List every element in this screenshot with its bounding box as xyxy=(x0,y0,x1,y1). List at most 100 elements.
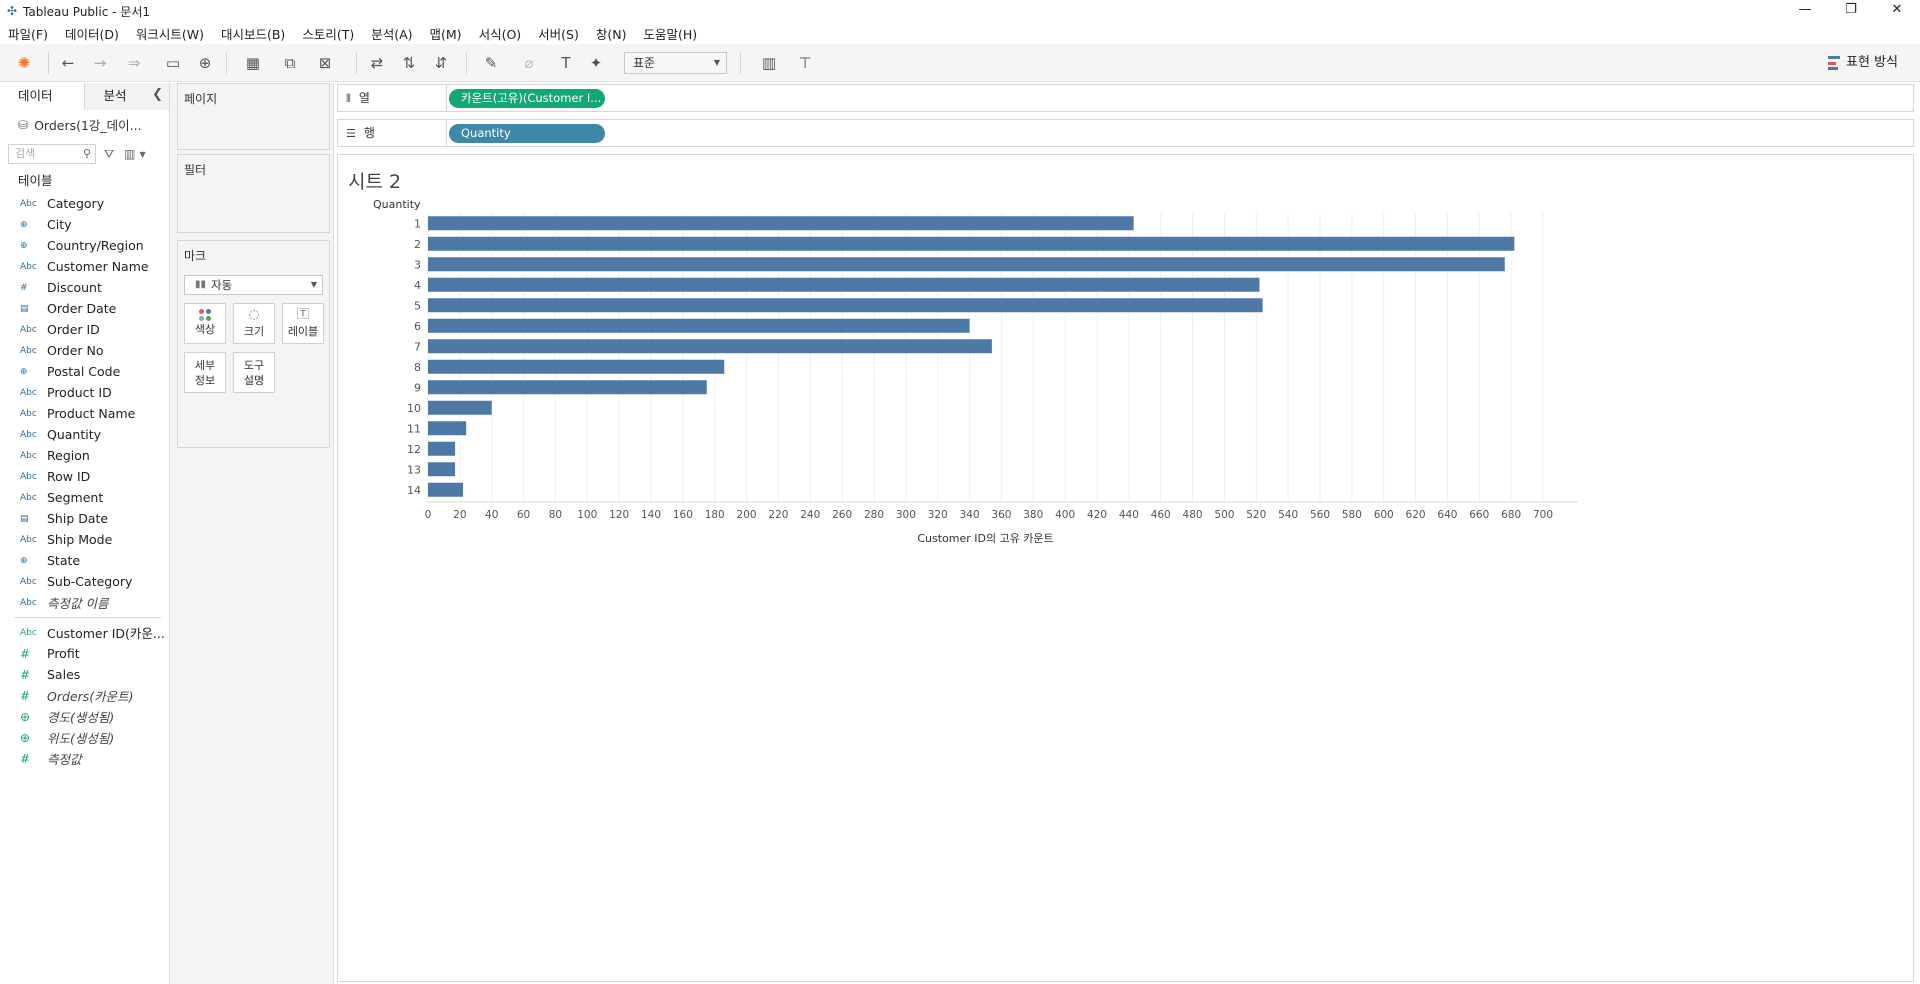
field-item[interactable]: ⊕ City xyxy=(0,214,169,235)
detail-label-line2: 정보 xyxy=(194,374,216,387)
color-button[interactable]: 색상 xyxy=(184,303,226,344)
menu-analysis[interactable]: 분석(A) xyxy=(371,26,413,42)
field-item[interactable]: Abc Row ID xyxy=(0,466,169,487)
field-item[interactable]: Abc Quantity xyxy=(0,424,169,445)
field-item[interactable]: Abc Order ID xyxy=(0,319,169,340)
menu-map[interactable]: 맵(M) xyxy=(429,26,462,42)
view-options-icon[interactable]: ▥ xyxy=(124,147,136,161)
field-item[interactable]: ▤ Ship Date xyxy=(0,508,169,529)
rows-pill[interactable]: Quantity xyxy=(449,124,605,143)
field-item[interactable]: ⊕ State xyxy=(0,550,169,571)
size-button[interactable]: ◌ 크기 xyxy=(233,303,275,344)
sort-ascending-icon[interactable]: ⇅ xyxy=(402,54,416,72)
field-item[interactable]: # Profit xyxy=(0,643,169,664)
replay-icon[interactable]: ⇒ xyxy=(127,54,141,72)
close-button[interactable]: ✕ xyxy=(1891,2,1903,17)
field-item[interactable]: Abc Ship Mode xyxy=(0,529,169,550)
field-item[interactable]: Abc 측정값 이름 xyxy=(0,592,169,613)
group-members-icon[interactable]: ⌀ xyxy=(524,54,534,72)
redo-icon[interactable]: → xyxy=(93,54,107,72)
swap-rows-columns-icon[interactable]: ⇄ xyxy=(370,54,384,72)
pages-card[interactable]: 페이지 xyxy=(177,83,330,150)
menu-help[interactable]: 도움말(H) xyxy=(643,26,698,42)
field-item[interactable]: ⊕ 경도(생성됨) xyxy=(0,706,169,727)
tab-data[interactable]: 데이터 xyxy=(0,83,85,110)
menu-window[interactable]: 창(N) xyxy=(595,26,627,42)
menu-data[interactable]: 데이터(D) xyxy=(64,26,119,42)
field-item[interactable]: Abc Segment xyxy=(0,487,169,508)
x-tick-label: 360 xyxy=(991,509,1011,521)
field-item[interactable]: # Sales xyxy=(0,664,169,685)
highlight-icon[interactable]: ✎ xyxy=(484,54,498,72)
field-item[interactable]: # Orders(카운트) xyxy=(0,685,169,706)
string-type-icon: Abc xyxy=(20,387,37,398)
menu-file[interactable]: 파일(F) xyxy=(8,26,48,42)
field-item[interactable]: Abc Customer ID(카운... xyxy=(0,622,169,643)
field-item[interactable]: Abc Category xyxy=(0,193,169,214)
field-item[interactable]: # Discount xyxy=(0,277,169,298)
tableau-home-icon[interactable]: ✺ xyxy=(17,54,31,72)
minimize-button[interactable]: — xyxy=(1798,2,1812,17)
columns-shelf[interactable]: ⦀ 열 카운트(고유)(Customer I... xyxy=(337,84,1914,112)
presentation-mode-icon[interactable]: ⊤ xyxy=(798,54,812,72)
x-tick-label: 640 xyxy=(1437,509,1457,521)
fit-select[interactable]: 표준 ▼ xyxy=(624,52,727,74)
new-worksheet-icon[interactable]: ▦ xyxy=(245,54,261,72)
show-me-button[interactable]: 표현 방식 xyxy=(1828,53,1898,73)
shelf-separator xyxy=(446,120,447,146)
tooltip-button[interactable]: 도구 설명 xyxy=(233,352,275,393)
restore-button[interactable]: ❐ xyxy=(1845,2,1857,17)
label-button[interactable]: 🅃 레이블 xyxy=(282,303,324,344)
field-item[interactable]: ▤ Order Date xyxy=(0,298,169,319)
window-title: Tableau Public - 문서1 xyxy=(23,4,150,19)
collapse-pane-icon[interactable]: ❮ xyxy=(152,87,163,102)
menu-dashboard[interactable]: 대시보드(B) xyxy=(220,26,286,42)
field-item[interactable]: ⊕ Postal Code xyxy=(0,361,169,382)
field-name: 측정값 이름 xyxy=(47,596,109,611)
field-item[interactable]: ⊕ 위도(생성됨) xyxy=(0,727,169,748)
rows-shelf[interactable]: ☰ 행 Quantity xyxy=(337,119,1914,147)
menu-story[interactable]: 스토리(T) xyxy=(302,26,355,42)
globe-icon: ⊕ xyxy=(20,240,28,251)
bar xyxy=(428,482,464,497)
chevron-down-icon[interactable]: ▼ xyxy=(139,149,146,159)
save-icon[interactable]: ▭ xyxy=(165,54,181,72)
pages-card-title: 페이지 xyxy=(184,92,218,106)
field-name: 측정값 xyxy=(47,752,82,767)
clear-sheet-icon[interactable]: ⊠ xyxy=(318,54,332,72)
datasource-icon: ⛁ xyxy=(18,117,29,132)
undo-icon[interactable]: ← xyxy=(61,54,75,72)
show-cards-icon[interactable]: ▥ xyxy=(761,54,777,72)
filter-icon[interactable]: ⛛ xyxy=(104,146,115,161)
rows-icon: ☰ xyxy=(346,127,356,140)
field-item[interactable]: Abc Sub-Category xyxy=(0,571,169,592)
bar xyxy=(428,400,492,415)
columns-pill[interactable]: 카운트(고유)(Customer I... xyxy=(449,89,605,108)
cards-pane: 페이지 필터 마크 ▮▮ 자동 ▼ 색상 ◌ 크기 🅃 레이블 세부 정보 xyxy=(170,83,334,984)
sort-descending-icon[interactable]: ⇵ xyxy=(434,54,448,72)
field-item[interactable]: Abc Product ID xyxy=(0,382,169,403)
menu-format[interactable]: 서식(O) xyxy=(478,26,522,42)
menu-worksheet[interactable]: 워크시트(W) xyxy=(135,26,204,42)
menu-server[interactable]: 서버(S) xyxy=(538,26,579,42)
mark-type-select[interactable]: ▮▮ 자동 ▼ xyxy=(184,275,323,295)
detail-button[interactable]: 세부 정보 xyxy=(184,352,226,393)
field-item[interactable]: Abc Customer Name xyxy=(0,256,169,277)
field-item[interactable]: # 측정값 xyxy=(0,748,169,769)
datasource-item[interactable]: ⛁ Orders(1강_데이... xyxy=(0,110,169,139)
category-label: 12 xyxy=(407,443,421,456)
tab-analysis[interactable]: 분석 xyxy=(84,83,169,110)
duplicate-sheet-icon[interactable]: ⧉ xyxy=(284,54,296,72)
new-datasource-icon[interactable]: ⊕ xyxy=(198,54,212,72)
bar xyxy=(428,441,456,456)
filters-card[interactable]: 필터 xyxy=(177,154,330,233)
pin-axes-icon[interactable]: ✦ xyxy=(589,54,603,72)
show-mark-labels-icon[interactable]: T xyxy=(561,54,571,72)
search-input[interactable]: 검색 ⚲ xyxy=(8,144,96,164)
field-item[interactable]: ⊕ Country/Region xyxy=(0,235,169,256)
field-item[interactable]: Abc Region xyxy=(0,445,169,466)
x-tick-label: 660 xyxy=(1469,509,1489,521)
field-item[interactable]: Abc Order No xyxy=(0,340,169,361)
x-tick-label: 580 xyxy=(1342,509,1362,521)
field-item[interactable]: Abc Product Name xyxy=(0,403,169,424)
